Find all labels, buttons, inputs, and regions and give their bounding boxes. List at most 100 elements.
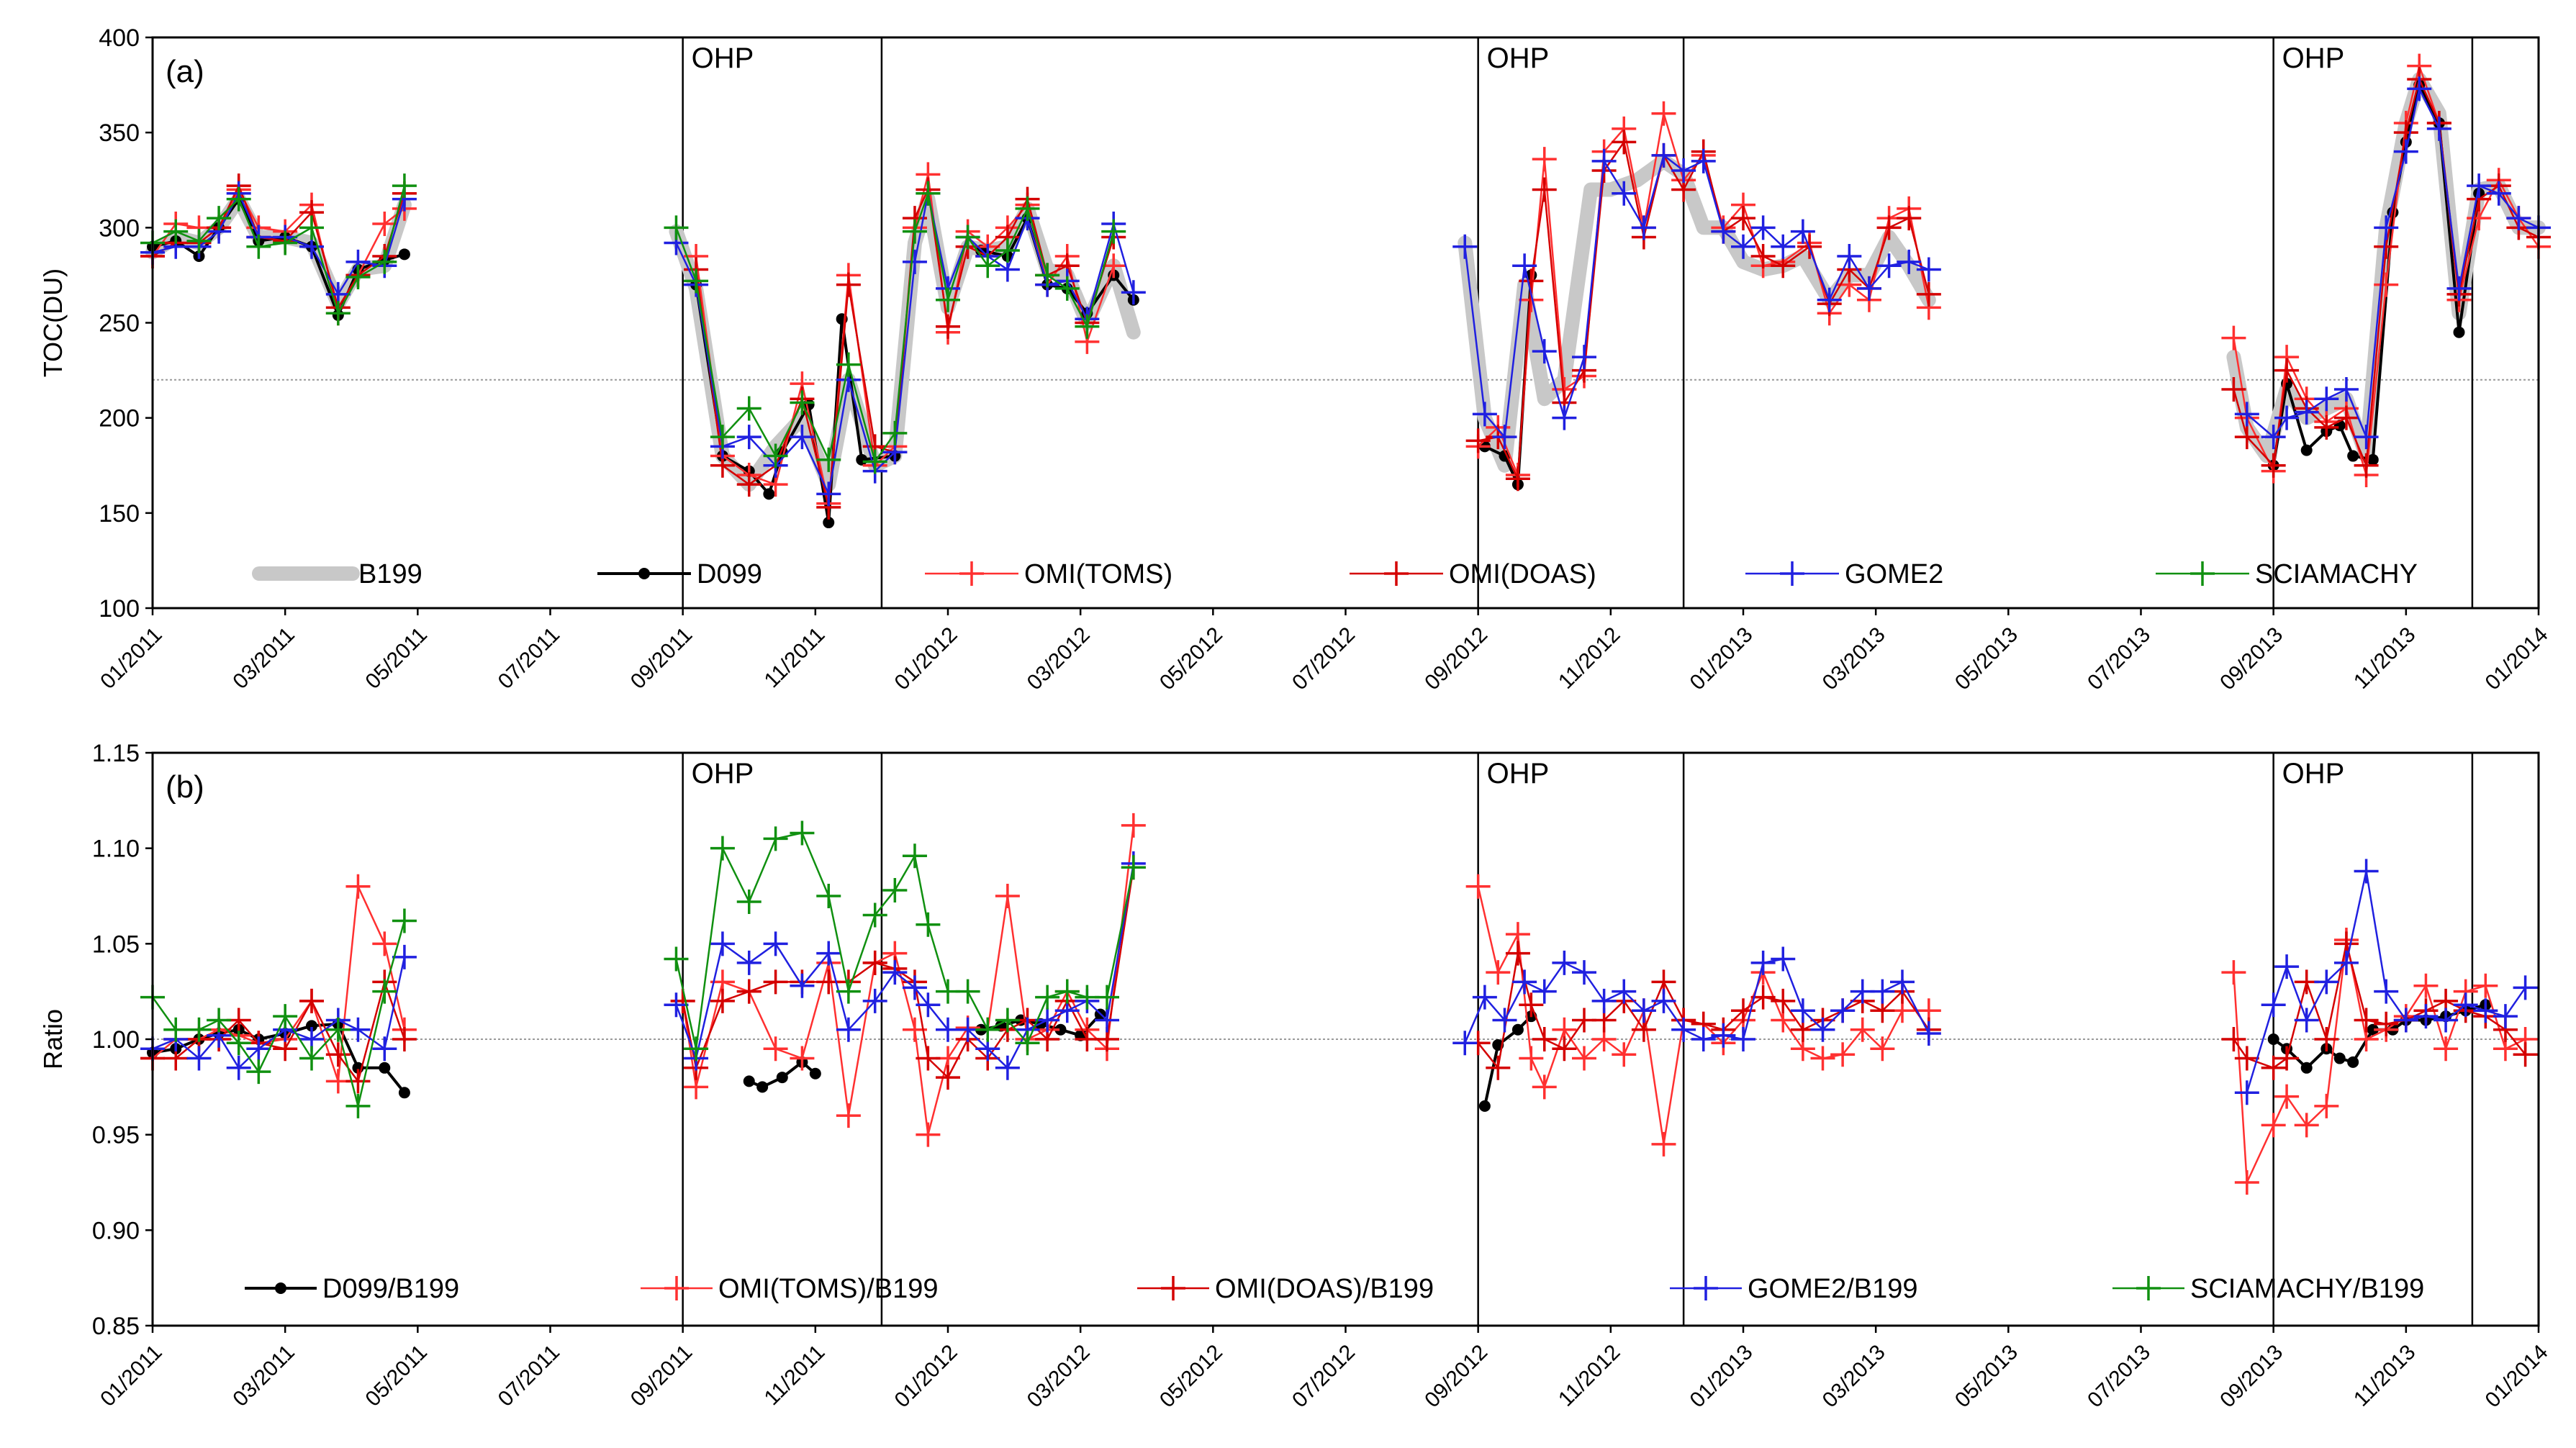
- data-point: [1505, 941, 1530, 966]
- legend-marker: [959, 561, 984, 586]
- data-point: [736, 425, 761, 450]
- data-point: [186, 1017, 212, 1042]
- data-point: [2413, 1004, 2439, 1029]
- data-point: [325, 1017, 351, 1042]
- data-point: [392, 173, 417, 199]
- data-point: [1121, 813, 1146, 838]
- data-point: [975, 1017, 1000, 1042]
- data-point: [1095, 1008, 1119, 1033]
- data-point: [1810, 1046, 1835, 1071]
- data-point: [936, 314, 960, 339]
- ohp-label: OHP: [2282, 42, 2345, 74]
- series-line: [2233, 943, 2526, 1069]
- data-point: [1612, 979, 1637, 1004]
- data-point: [2473, 998, 2498, 1023]
- data-point: [186, 1046, 212, 1071]
- data-point: [1486, 1055, 1511, 1080]
- data-point: [2354, 453, 2379, 478]
- data-point: [2367, 1023, 2379, 1036]
- data-point: [916, 912, 941, 937]
- data-point: [2234, 1080, 2259, 1105]
- y-tick-label: 250: [99, 310, 140, 338]
- data-point: [816, 941, 841, 966]
- legend-item-omi-doas-b199: OMI(DOAS)/B199: [1137, 1274, 1434, 1304]
- series-line: [152, 185, 406, 316]
- data-point: [1876, 215, 1902, 240]
- data-point: [1572, 1046, 1596, 1071]
- data-point: [2267, 1033, 2279, 1045]
- data-point: [836, 979, 861, 1004]
- legend-item-gome2-b199: GOME2/B199: [1670, 1274, 1918, 1304]
- data-point: [1612, 181, 1637, 206]
- data-point: [1465, 428, 1491, 453]
- data-point: [2221, 377, 2246, 402]
- data-point: [2433, 1008, 2459, 1033]
- data-point: [756, 1081, 769, 1093]
- data-point: [325, 1042, 351, 1067]
- data-point: [902, 975, 927, 1000]
- data-point: [1591, 988, 1617, 1013]
- data-point: [2294, 1008, 2319, 1033]
- data-point: [207, 206, 232, 231]
- data-point: [398, 248, 410, 261]
- series-line: [1477, 953, 1930, 1070]
- data-point: [1631, 998, 1656, 1023]
- data-point: [2467, 173, 2492, 199]
- data-point: [836, 352, 861, 377]
- y-tick-label: 200: [99, 405, 140, 433]
- ohp-label: OHP: [692, 758, 754, 789]
- data-point: [1856, 276, 1881, 301]
- data-point: [1711, 219, 1736, 244]
- y-tick-label: 150: [99, 500, 140, 528]
- data-point: [2234, 1170, 2259, 1195]
- data-point: [763, 488, 775, 500]
- data-point: [736, 396, 761, 421]
- data-point: [1897, 206, 1922, 231]
- data-point: [1532, 147, 1557, 172]
- data-point: [1631, 215, 1656, 240]
- data-point: [816, 447, 841, 472]
- data-point: [2294, 399, 2319, 425]
- legend-label: OMI(TOMS): [1024, 559, 1172, 589]
- data-point: [1731, 206, 1755, 231]
- legend-marker: [1161, 1276, 1185, 1300]
- data-point: [2506, 206, 2531, 231]
- ohp-label: OHP: [692, 42, 754, 74]
- data-point: [2426, 116, 2451, 141]
- data-point: [902, 219, 927, 244]
- data-point: [1472, 985, 1497, 1010]
- data-point: [1519, 1046, 1544, 1071]
- legend-marker: [2190, 561, 2215, 586]
- data-point: [1731, 234, 1755, 259]
- data-point: [1035, 263, 1060, 288]
- data-point: [743, 1075, 755, 1087]
- data-point: [246, 1059, 271, 1085]
- legend-marker: [664, 1276, 689, 1300]
- data-point: [2234, 1046, 2259, 1071]
- data-point: [2374, 272, 2399, 297]
- data-point: [2393, 139, 2418, 164]
- legend-marker: [1780, 561, 1804, 586]
- data-point: [955, 225, 980, 250]
- data-point: [1101, 219, 1126, 244]
- data-point: [372, 212, 397, 237]
- data-point: [299, 988, 324, 1013]
- data-point: [763, 826, 788, 851]
- data-point: [1532, 339, 1557, 364]
- data-point: [2333, 405, 2359, 430]
- data-point: [246, 1036, 271, 1062]
- data-point: [836, 1017, 861, 1042]
- data-point: [1651, 1131, 1676, 1157]
- data-point: [1121, 280, 1146, 305]
- data-point: [1492, 1008, 1517, 1033]
- data-point: [2374, 215, 2399, 240]
- data-point: [995, 238, 1020, 263]
- series-line: [2233, 939, 2526, 1183]
- data-point: [2261, 1113, 2286, 1138]
- data-point: [862, 988, 887, 1013]
- series-line: [1483, 1015, 1532, 1107]
- data-point: [2314, 415, 2339, 440]
- data-point: [372, 931, 397, 956]
- legend: B199 D099 OMI(TOMS) OMI(DOAS) GOME2 SCIAMACHY: [252, 559, 2418, 589]
- legend-item-d099: D099: [597, 559, 762, 589]
